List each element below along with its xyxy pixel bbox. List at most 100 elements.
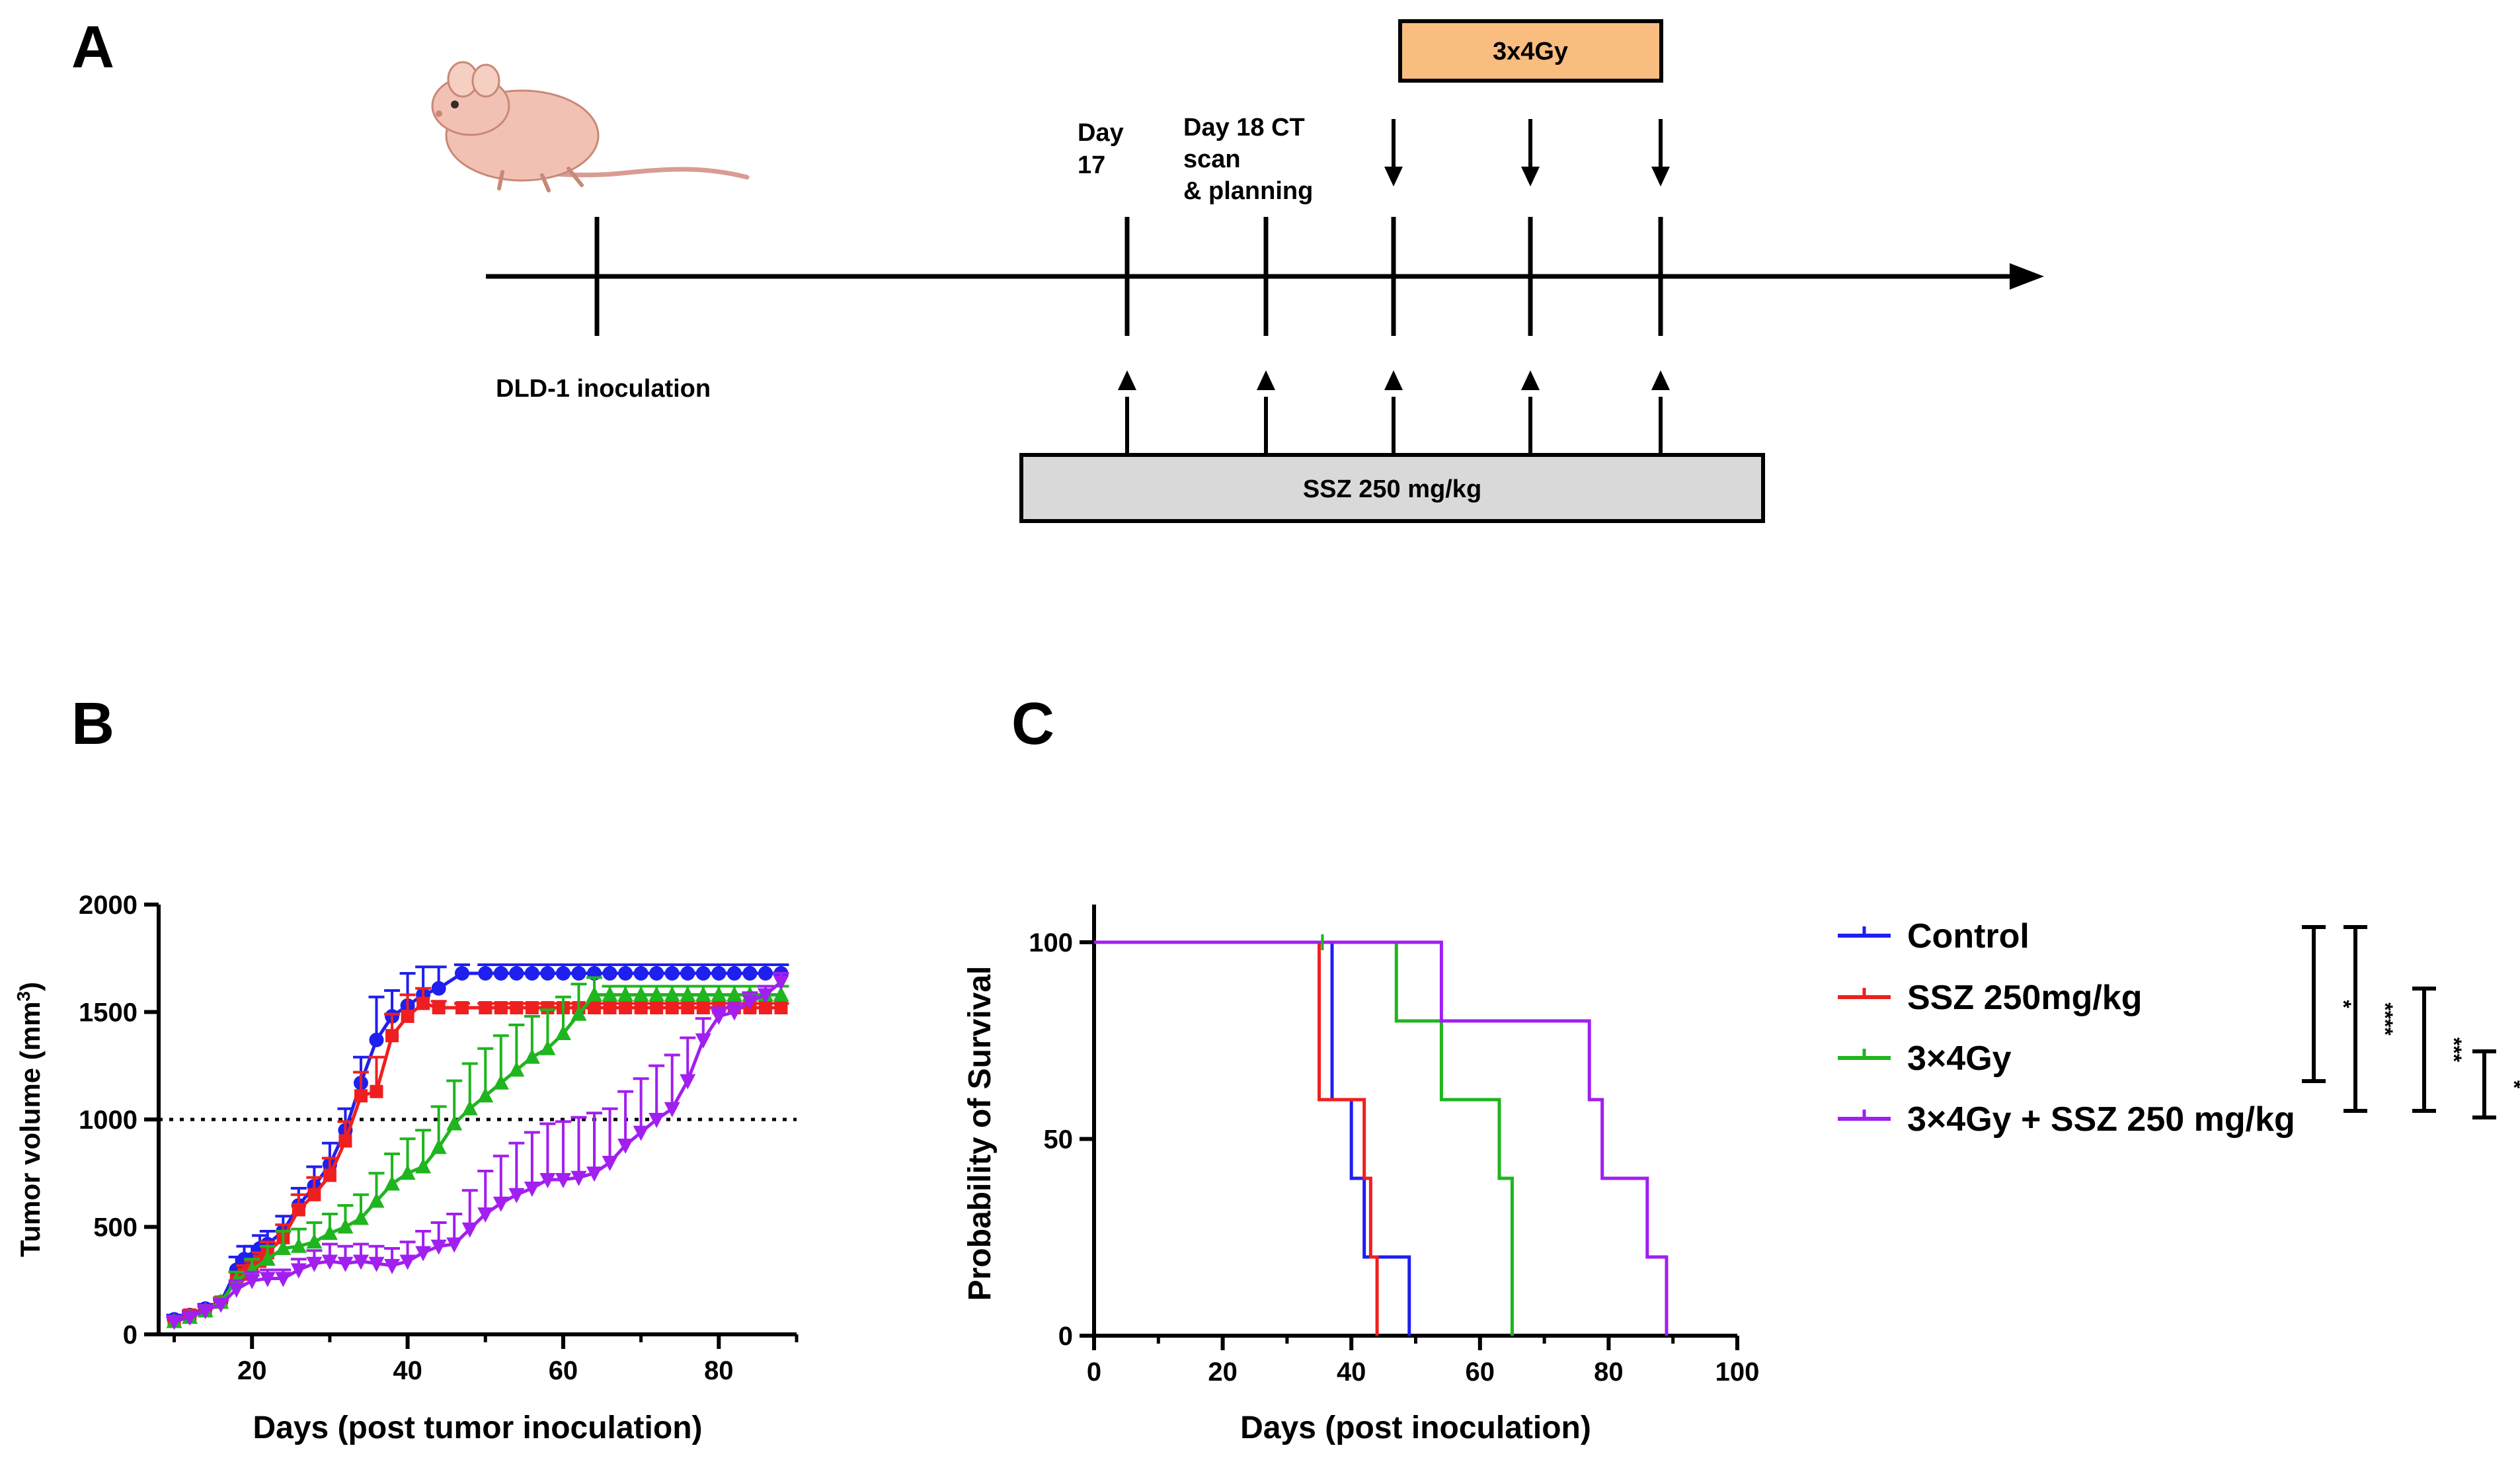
data-point [197,1304,214,1320]
data-point [368,1192,385,1208]
data-point [664,966,680,981]
data-point [525,1001,539,1014]
y-tick-label: 1500 [79,998,138,1028]
data-point [494,1001,508,1014]
data-point [524,966,539,981]
data-point [290,1263,307,1279]
up-arrow-icon [1118,370,1136,390]
data-point [292,1203,305,1217]
data-point [275,1272,292,1287]
data-point [524,1048,540,1064]
data-point [695,986,711,1002]
y-tick-label: 1000 [79,1106,138,1135]
data-point [338,1134,352,1148]
data-point [633,986,649,1002]
data-point [478,966,493,981]
data-point [509,966,524,981]
data-point [649,1113,665,1128]
x-tick-label: 100 [1715,1358,1760,1387]
survival-curve-combo [1094,940,1669,1336]
data-point [430,1139,447,1155]
data-point [508,1188,525,1203]
data-point [369,1032,384,1047]
significance-label: *** [2442,1037,2466,1063]
day18-label-line1: Day 18 CT [1183,114,1305,142]
data-point [664,986,680,1002]
data-point [571,966,586,981]
data-point [446,1115,463,1131]
data-point [539,1173,556,1188]
data-point [354,1089,368,1103]
y-tick-label: 500 [93,1213,138,1242]
data-point [321,1254,338,1270]
day17-label-line2: 17 [1078,151,1105,179]
up-arrow-icon [1257,370,1275,390]
timeline-arrow-icon [2010,263,2044,290]
x-tick-label: 60 [549,1356,578,1385]
legend-label: Control [1907,917,2029,955]
data-point [571,1005,587,1021]
data-point [758,1001,772,1014]
down-arrow-icon [1651,167,1670,186]
data-point [726,1005,742,1021]
data-point [275,1240,292,1255]
data-point [618,966,633,981]
data-point [182,1311,198,1326]
data-point [370,1084,383,1098]
x-tick-label: 40 [393,1356,422,1385]
data-point [454,966,469,981]
series-ssz [166,987,789,1328]
survival-curve-ssz [1094,940,1379,1336]
data-point [461,1100,478,1115]
data-point [228,1282,245,1298]
data-point [696,1001,710,1014]
panel-c-letter: C [1011,691,1054,757]
ssz-box-label: SSZ 250 mg/kg [1303,475,1481,503]
ssz-box [1019,453,1765,523]
data-point [337,1256,354,1272]
legend-label: 3×4Gy + SSZ 250 mg/kg [1907,1100,2295,1139]
data-point [711,1010,727,1025]
data-point [337,1218,354,1234]
data-point [508,1061,525,1077]
data-point [401,1010,414,1023]
data-point [650,1001,664,1014]
data-point [758,966,773,981]
y-tick-label: 100 [1029,928,1073,957]
data-point [649,966,664,981]
data-point [510,1001,524,1014]
x-tick-label: 40 [1337,1358,1366,1387]
day17-label-line1: Day [1078,119,1124,147]
up-arrow-icon [1384,370,1403,390]
ssz-arrows [1118,370,1670,456]
series-line [173,981,783,1323]
data-point [555,1025,571,1040]
data-point [617,1139,634,1154]
day18-label-line2: scan [1183,145,1241,173]
up-arrow-icon [1521,370,1540,390]
legend: Control SSZ 250mg/kg 3×4Gy 3×4Gy + SSZ 250 … [1838,917,2295,1139]
data-point [586,986,603,1002]
data-point [603,1001,617,1014]
down-arrow-icon [1521,167,1540,186]
data-point [399,1164,416,1180]
data-point [290,1237,307,1253]
data-point [742,994,758,1010]
up-arrow-icon [1651,370,1670,390]
data-point [727,966,742,981]
panel-a-letter: A [71,15,114,81]
data-point [555,966,571,981]
significance-label: * [2502,1080,2520,1089]
x-tick-label: 20 [237,1356,267,1385]
survival-chart: 0 50 100 0 20 40 60 80 100 Days (post inoculation… [963,905,1759,1445]
data-point [555,1173,571,1188]
significance-brackets: ********* [2302,925,2520,1119]
y-tick-label: 50 [1044,1125,1074,1155]
data-point [586,1166,603,1182]
data-point [695,1033,711,1049]
data-point [213,1297,229,1313]
data-point [695,966,711,981]
y-tick-label: 0 [123,1320,138,1350]
data-point [306,1256,323,1272]
